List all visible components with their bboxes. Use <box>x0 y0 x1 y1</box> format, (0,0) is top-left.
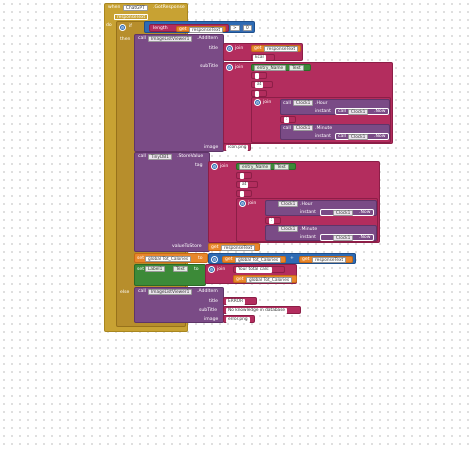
text-no-knowledge[interactable]: No knowledge in database <box>223 306 301 314</box>
gear-icon[interactable]: ⚙ <box>211 256 218 263</box>
inner-join-block[interactable]: ⚙ join call Clock1 .Hour instant call Cl… <box>251 97 391 143</box>
event-name-label: .GotResponse <box>153 5 185 10</box>
get-global-tot-calories[interactable]: get global Tot_Calories <box>233 275 297 283</box>
then-label: then <box>120 37 131 42</box>
call-imagelistviewer-additem[interactable]: call ImageListViewer1 .AddItem title sub… <box>134 34 224 152</box>
number-zero[interactable]: 0 <box>241 24 252 32</box>
component-dropdown[interactable]: ImageListViewer1 <box>148 289 193 295</box>
compare-block[interactable]: length get responseText > 0 <box>144 21 255 33</box>
text-error[interactable]: ERROR <box>223 297 257 305</box>
add-block[interactable]: ⚙ get global Tot_Calories + get response… <box>208 253 356 264</box>
component-dropdown[interactable]: ChatGPT <box>123 5 148 11</box>
text-kcal[interactable]: kcal <box>251 54 275 61</box>
text-space[interactable] <box>251 90 267 97</box>
tag-label: tag <box>195 163 203 168</box>
subtitle-label: subTitle <box>199 308 218 313</box>
when-label: when <box>108 5 121 10</box>
text-colon[interactable]: : <box>265 217 281 224</box>
length-label: length <box>153 26 168 31</box>
title-label: title <box>209 299 218 304</box>
text-space[interactable] <box>251 72 267 79</box>
get-responsetext[interactable]: get responseText <box>176 26 226 33</box>
length-block[interactable]: length get responseText <box>149 24 229 33</box>
get-global-tot-calories[interactable]: get global Tot_Calories <box>222 256 286 263</box>
gear-icon[interactable]: ⚙ <box>226 64 233 71</box>
title-join-block[interactable]: ⚙ join get responseText kcal <box>223 43 303 61</box>
set-label1-text[interactable]: set Label1 Text to <box>134 264 206 286</box>
clock-now-call[interactable]: Clock1 .Now <box>320 234 374 241</box>
subtitle-join-block[interactable]: ⚙ join entry_Name Text at ⚙ join call Cl… <box>223 62 393 144</box>
clock-hour-call[interactable]: join Clock1 .Hour instant Clock1 .Now <box>265 200 377 216</box>
operator-dropdown[interactable]: > <box>230 25 240 31</box>
label-join-block[interactable]: ⚙ join Your total cals: get global Tot_C… <box>205 264 297 284</box>
valuetostore-label: valueToStore <box>172 244 202 249</box>
text-your-total-cals[interactable]: Your total cals: <box>233 266 285 273</box>
call-tinydb-storevalue[interactable]: call TinyDB1 .StoreValue tag valueToStor… <box>134 152 210 252</box>
gear-icon[interactable]: ⚙ <box>254 99 261 106</box>
gear-icon[interactable]: ⚙ <box>239 200 246 207</box>
gear-icon[interactable]: ⚙ <box>119 24 126 31</box>
tag-join-block[interactable]: ⚙ join entry_Name Text at ⚙ join join Cl… <box>208 161 380 243</box>
clock-now-call[interactable]: Clock1 .Now <box>320 209 374 216</box>
do-label: do <box>106 23 112 28</box>
text-at[interactable]: at <box>251 81 273 88</box>
text-space[interactable] <box>236 172 252 179</box>
image-label: image <box>204 145 219 150</box>
entry-name-text-getter[interactable]: entry_Name Text <box>251 64 311 71</box>
inner-join-block[interactable]: ⚙ join join Clock1 .Hour instant Clock1 … <box>236 198 378 242</box>
text-colon[interactable]: : <box>280 116 296 123</box>
text-space[interactable] <box>236 190 252 197</box>
if-label: if <box>129 24 132 29</box>
title-label: title <box>209 46 218 51</box>
gear-icon[interactable]: ⚙ <box>208 266 215 273</box>
set-global-tot-calories[interactable]: set global Tot_Calories to <box>134 253 208 263</box>
component-dropdown[interactable]: ImageListViewer1 <box>148 36 193 42</box>
text-image-icon[interactable]: icon.png <box>223 143 251 151</box>
clock-hour-call[interactable]: call Clock1 .Hour instant call Clock1 .N… <box>280 99 390 115</box>
subtitle-label: subTitle <box>200 64 219 69</box>
clock-minute-call[interactable]: Clock1 .Minute instant Clock1 .Now <box>265 225 377 241</box>
clock-now-call[interactable]: call Clock1 .Now <box>335 133 389 140</box>
get-responsetext[interactable]: get responseText <box>208 243 260 251</box>
else-label: else <box>120 290 130 295</box>
text-error-png[interactable]: error.png <box>223 315 255 323</box>
image-label: image <box>204 317 219 322</box>
var-dropdown[interactable]: responseText <box>189 27 224 33</box>
param-responsetext[interactable]: responseText <box>114 14 149 20</box>
entry-name-text-getter[interactable]: entry_Name Text <box>236 163 296 170</box>
clock-now-call[interactable]: call Clock1 .Now <box>335 108 389 115</box>
component-dropdown[interactable]: TinyDB1 <box>148 154 172 160</box>
clock-minute-call[interactable]: call Clock1 .Minute instant call Clock1 … <box>280 124 390 140</box>
gear-icon[interactable]: ⚙ <box>226 45 233 52</box>
text-at[interactable]: at <box>236 181 258 188</box>
get-responsetext[interactable]: get responseText <box>251 45 301 52</box>
get-responsetext[interactable]: get responseText <box>299 256 353 263</box>
gear-icon[interactable]: ⚙ <box>211 163 218 170</box>
call-imagelistviewer-additem-error[interactable]: call ImageListViewer1 .AddItem title sub… <box>134 287 224 323</box>
